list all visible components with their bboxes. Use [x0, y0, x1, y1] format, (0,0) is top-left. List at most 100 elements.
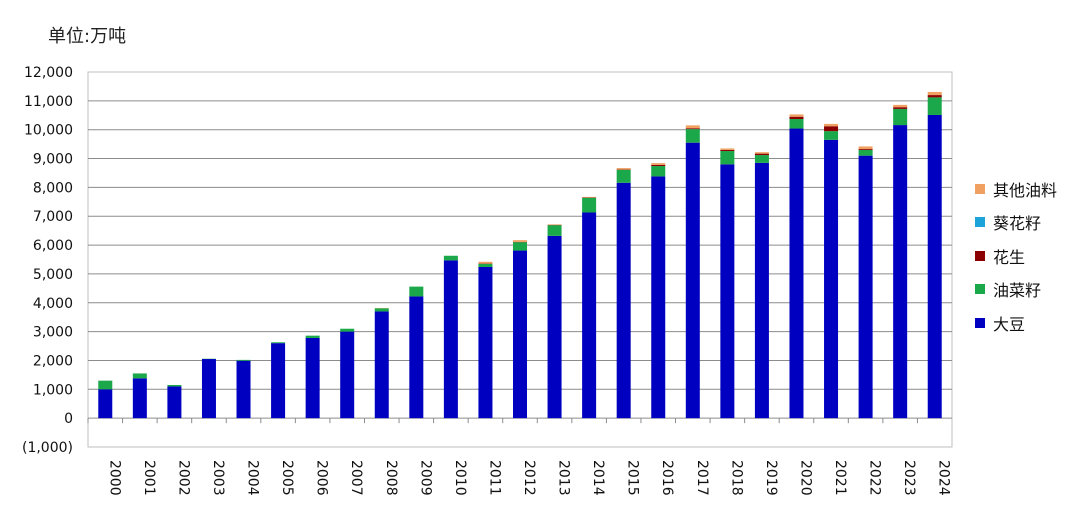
y-tick-label: 3,000	[33, 325, 73, 341]
y-tick-label: 4,000	[33, 296, 73, 312]
y-tick-label: 8,000	[33, 180, 73, 196]
bar-segment	[582, 196, 597, 198]
bar-segment	[236, 359, 251, 361]
x-tick-label: 2024	[936, 460, 952, 496]
bar-segment	[824, 126, 839, 132]
legend-swatch	[975, 183, 985, 194]
y-tick-label: (1,000)	[22, 440, 73, 456]
bar-segment	[616, 169, 631, 183]
legend-item: 葵花籽	[975, 206, 1057, 240]
y-tick-label: 5,000	[33, 267, 73, 283]
bar-segment	[685, 129, 700, 143]
y-tick-label: 12,000	[24, 65, 73, 81]
x-tick-label: 2023	[901, 460, 917, 496]
bar-segment	[547, 235, 562, 419]
x-tick-label: 2020	[797, 460, 813, 496]
bar-segment	[789, 119, 804, 129]
x-tick-label: 2016	[659, 460, 675, 496]
bar-segment	[478, 267, 493, 419]
bar-segment	[720, 164, 735, 419]
x-tick-label: 2018	[728, 460, 744, 496]
x-tick-label: 2002	[175, 460, 191, 496]
bar-segment	[547, 224, 562, 225]
x-tick-label: 2012	[521, 460, 537, 496]
bar-segment	[98, 380, 113, 390]
x-tick-label: 2007	[348, 460, 364, 496]
legend-swatch	[975, 217, 985, 228]
x-tick-label: 2005	[279, 460, 295, 496]
bar-segment	[374, 308, 389, 312]
bar-segment	[927, 95, 942, 98]
bar-segment	[824, 131, 839, 140]
bar-segment	[720, 149, 735, 152]
legend-label: 油菜籽	[993, 281, 1042, 301]
unit-label: 单位:万吨	[48, 26, 127, 47]
bar-segment	[858, 149, 873, 156]
bar-segment	[132, 373, 147, 379]
bar-segment	[513, 242, 527, 251]
x-tick-label: 2003	[210, 460, 226, 496]
plot-frame	[87, 71, 953, 448]
bar-segment	[893, 104, 908, 108]
bar-segment	[824, 139, 839, 419]
x-tick-label: 2004	[245, 460, 261, 496]
x-tick-label: 2006	[314, 460, 330, 496]
x-tick-label: 2010	[452, 460, 468, 496]
legend-label: 葵花籽	[993, 214, 1042, 234]
legend-swatch	[975, 250, 985, 261]
bar-segment	[271, 343, 286, 419]
bar-segment	[547, 225, 562, 236]
legend-label: 大豆	[993, 314, 1026, 334]
x-tick-label: 2021	[832, 460, 848, 496]
legend-label: 花生	[993, 247, 1026, 267]
x-tick-label: 2017	[694, 460, 710, 496]
x-tick-label: 2014	[590, 460, 606, 496]
bar-segment	[754, 152, 769, 154]
bar-segment	[616, 168, 631, 170]
bar-segment	[340, 328, 355, 332]
bar-segment	[927, 91, 942, 96]
x-tick-label: 2015	[625, 460, 641, 496]
x-tick-label: 2000	[106, 460, 122, 496]
bar-segment	[478, 261, 493, 264]
legend-item: 大豆	[975, 306, 1057, 340]
bar-segment	[893, 107, 908, 109]
x-tick-label: 2001	[141, 460, 157, 496]
bar-segment	[893, 125, 908, 419]
bar-segment	[685, 128, 700, 130]
bar-segment	[720, 151, 735, 165]
bar-segment	[927, 114, 942, 419]
y-tick-label: 11,000	[24, 94, 73, 110]
bar-segment	[858, 155, 873, 419]
bar-segment	[340, 331, 355, 419]
bar-segment	[271, 342, 286, 344]
bar-segment	[443, 260, 458, 419]
bar-segment	[651, 164, 666, 167]
bar-segment	[513, 250, 527, 419]
bar-segment	[651, 163, 666, 165]
bar-segment	[201, 359, 216, 419]
x-tick-label: 2009	[417, 460, 433, 496]
bar-segment	[236, 360, 251, 419]
bar-segment	[305, 335, 320, 338]
y-tick-label: 10,000	[24, 123, 73, 139]
bar-segment	[582, 212, 597, 419]
legend: 其他油料葵花籽花生油菜籽大豆	[975, 172, 1057, 340]
bar-segment	[789, 114, 804, 117]
y-tick-label: 9,000	[33, 152, 73, 168]
bar-segment	[409, 286, 424, 297]
legend-item: 花生	[975, 239, 1057, 273]
bar-segment	[305, 337, 320, 419]
y-tick-label: 0	[64, 411, 73, 427]
bar-segment	[754, 162, 769, 419]
legend-swatch	[975, 317, 985, 328]
bar-segment	[132, 378, 147, 419]
legend-label: 其他油料	[993, 180, 1058, 200]
bar-segment	[720, 148, 735, 150]
x-tick-label: 2008	[383, 460, 399, 496]
legend-item: 油菜籽	[975, 273, 1057, 307]
bar-segment	[374, 311, 389, 419]
bar-segment	[616, 182, 631, 419]
y-tick-label: 2,000	[33, 353, 73, 369]
